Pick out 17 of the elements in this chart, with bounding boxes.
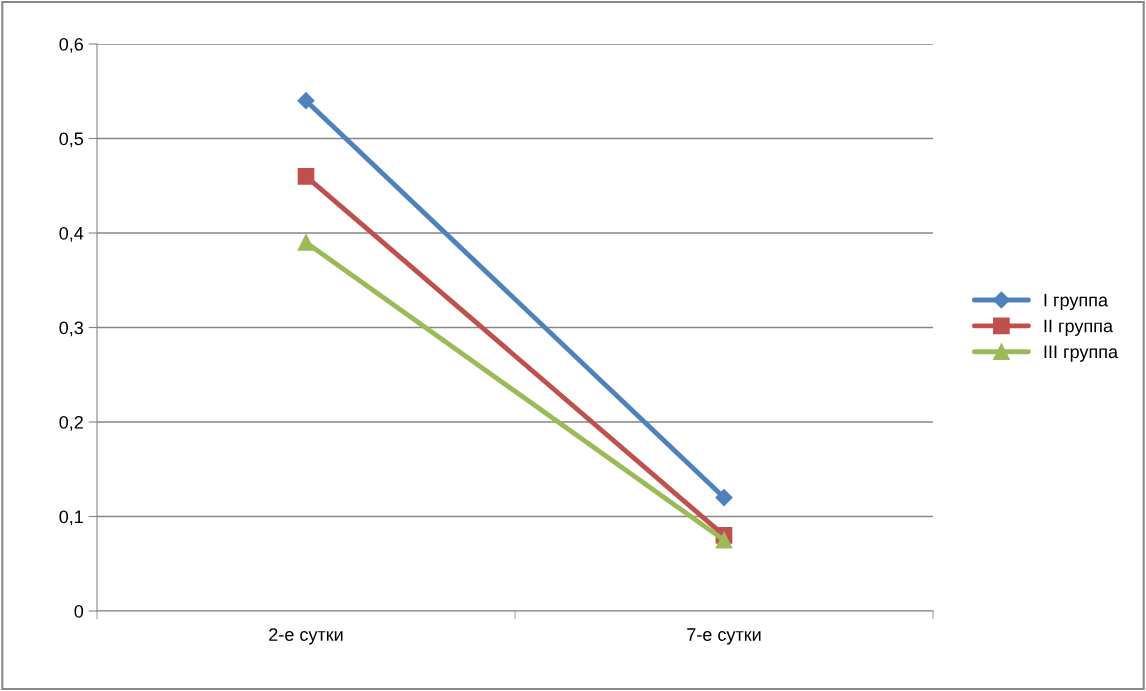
x-tick-label: 2-е сутки	[269, 628, 343, 645]
point	[297, 234, 315, 251]
y-tick-label: 0,2	[59, 415, 83, 431]
legend-label: II группа	[1044, 319, 1114, 336]
point	[297, 92, 315, 110]
y-tick-label: 0,1	[59, 510, 83, 526]
y-tick-label: 0,3	[59, 321, 84, 337]
y-tick-label: 0,5	[59, 132, 84, 148]
y-tick-label: 0,6	[59, 37, 84, 53]
legend-label: I группа	[1044, 293, 1109, 311]
y-tick-label: 0,4	[59, 226, 84, 242]
point	[715, 489, 733, 507]
x-tick-label: 7-е сутки	[687, 628, 761, 645]
point	[715, 531, 733, 549]
legend-label: III группа	[1044, 345, 1119, 362]
point	[297, 167, 315, 185]
y-tick-label: 0	[74, 604, 84, 618]
